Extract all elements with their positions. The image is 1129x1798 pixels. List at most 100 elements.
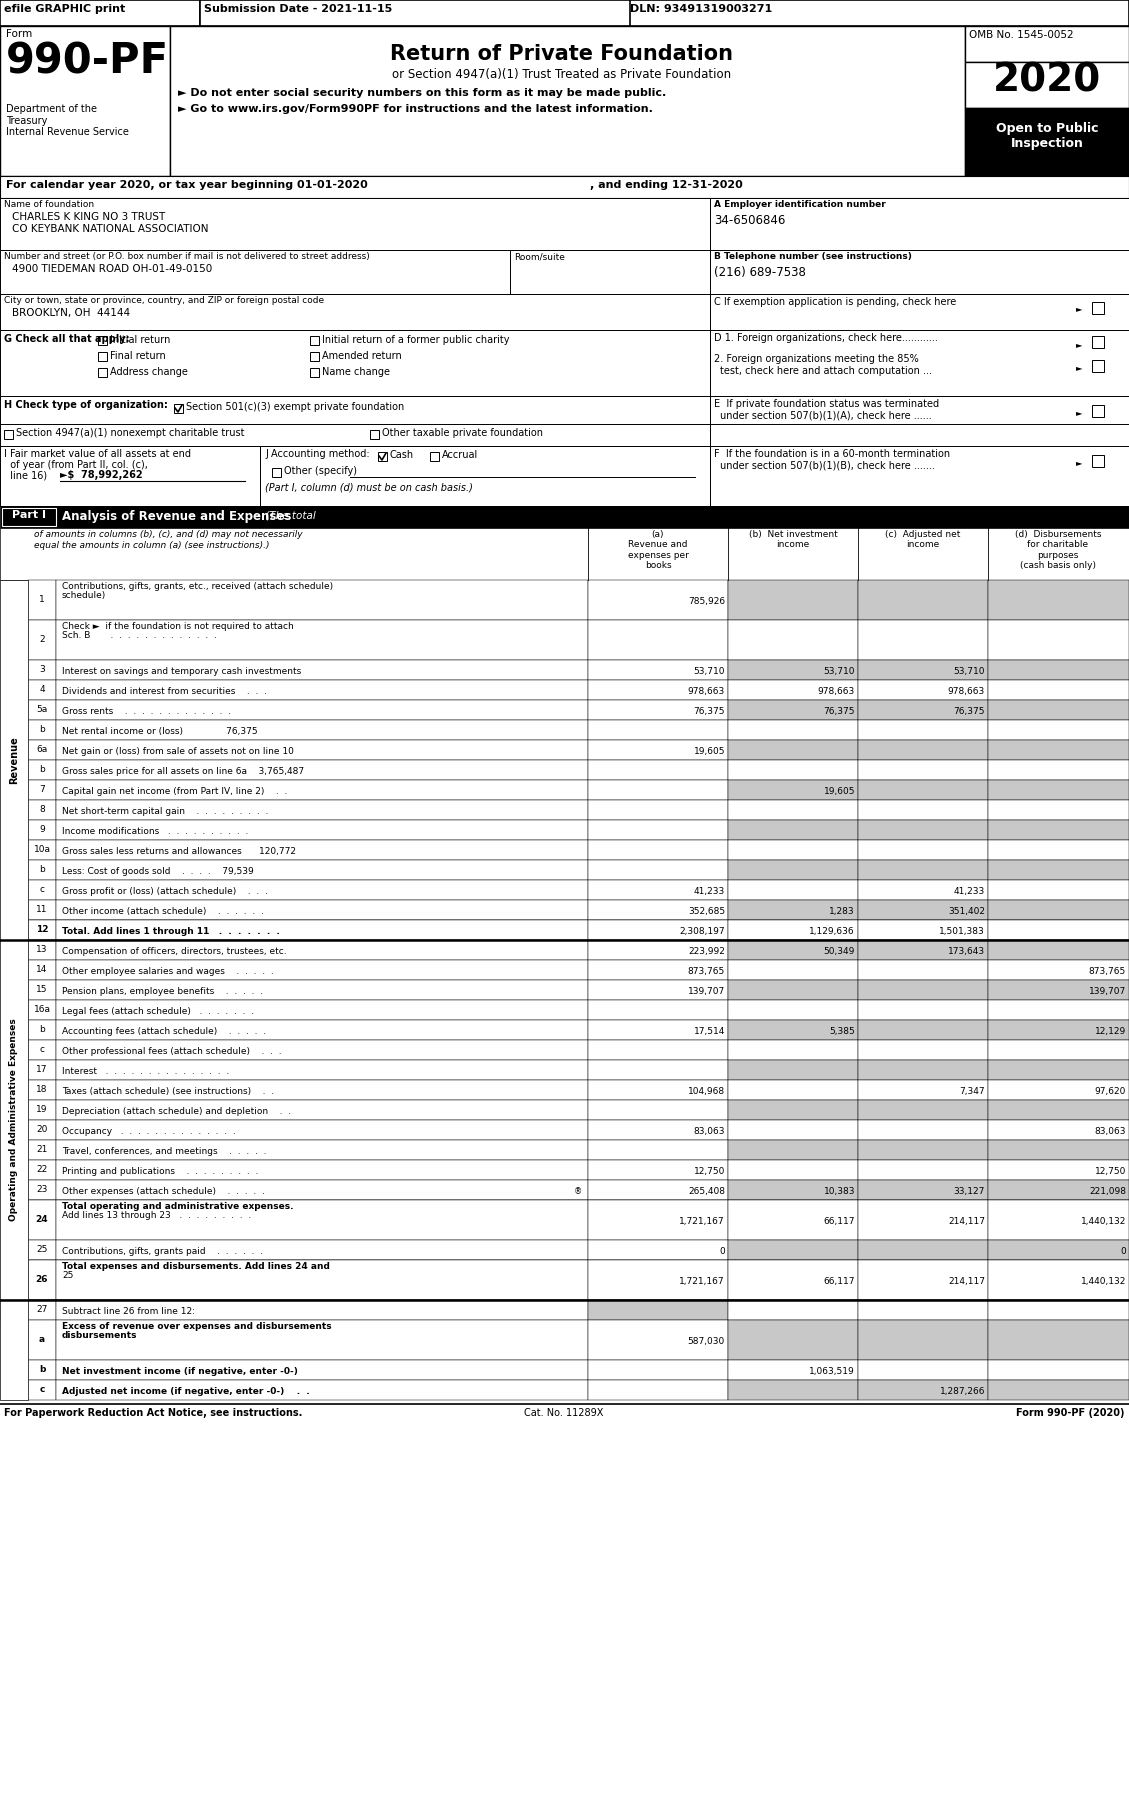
Text: 4900 TIEDEMAN ROAD OH-01-49-0150: 4900 TIEDEMAN ROAD OH-01-49-0150 bbox=[12, 264, 212, 273]
Bar bbox=[56, 1160, 588, 1179]
Bar bbox=[28, 1359, 56, 1381]
Bar bbox=[858, 1381, 988, 1401]
Text: 352,685: 352,685 bbox=[688, 906, 725, 915]
Bar bbox=[430, 451, 439, 460]
Text: Net gain or (loss) from sale of assets not on line 10: Net gain or (loss) from sale of assets n… bbox=[62, 746, 294, 755]
Bar bbox=[56, 800, 588, 820]
Text: 1,440,132: 1,440,132 bbox=[1080, 1217, 1126, 1226]
Bar bbox=[858, 660, 988, 680]
Bar bbox=[28, 620, 56, 660]
Text: 76,375: 76,375 bbox=[823, 707, 855, 716]
Bar bbox=[28, 980, 56, 1000]
Bar bbox=[858, 1199, 988, 1241]
Bar bbox=[56, 1039, 588, 1061]
Bar bbox=[728, 1199, 858, 1241]
Bar bbox=[588, 1300, 728, 1320]
Bar bbox=[588, 1199, 728, 1241]
Text: Other employee salaries and wages    .  .  .  .  .: Other employee salaries and wages . . . … bbox=[62, 967, 273, 976]
Text: 12,750: 12,750 bbox=[693, 1167, 725, 1176]
Bar bbox=[988, 921, 1129, 940]
Bar bbox=[28, 1000, 56, 1019]
Bar bbox=[728, 699, 858, 719]
Bar bbox=[988, 1081, 1129, 1100]
Bar bbox=[988, 1061, 1129, 1081]
Bar bbox=[588, 1019, 728, 1039]
Text: Excess of revenue over expenses and disbursements: Excess of revenue over expenses and disb… bbox=[62, 1322, 332, 1331]
Bar bbox=[28, 921, 1129, 940]
Bar bbox=[56, 1100, 588, 1120]
Bar bbox=[728, 780, 858, 800]
Text: Amended return: Amended return bbox=[322, 351, 402, 361]
Bar bbox=[588, 921, 728, 940]
Bar bbox=[728, 901, 858, 921]
Bar bbox=[28, 660, 56, 680]
Bar bbox=[56, 1061, 588, 1081]
Bar bbox=[858, 800, 988, 820]
Text: 1,721,167: 1,721,167 bbox=[680, 1217, 725, 1226]
Text: 214,117: 214,117 bbox=[948, 1277, 984, 1286]
Text: CHARLES K KING NO 3 TRUST: CHARLES K KING NO 3 TRUST bbox=[12, 212, 165, 221]
Bar bbox=[588, 780, 728, 800]
Bar bbox=[588, 1359, 728, 1381]
Text: 978,663: 978,663 bbox=[817, 687, 855, 696]
Bar bbox=[988, 1179, 1129, 1199]
Bar bbox=[988, 741, 1129, 761]
Bar bbox=[988, 699, 1129, 719]
Bar bbox=[858, 1000, 988, 1019]
Text: 97,620: 97,620 bbox=[1095, 1088, 1126, 1097]
Bar bbox=[588, 1179, 728, 1199]
Text: under section 507(b)(1)(A), check here ......: under section 507(b)(1)(A), check here .… bbox=[720, 410, 931, 421]
Bar bbox=[588, 680, 728, 699]
Bar bbox=[98, 336, 107, 345]
Text: 34-6506846: 34-6506846 bbox=[714, 214, 786, 227]
Text: of year (from Part II, col. (c),: of year (from Part II, col. (c), bbox=[5, 460, 148, 469]
Text: Other income (attach schedule)    .  .  .  .  .  .: Other income (attach schedule) . . . . .… bbox=[62, 906, 264, 915]
Text: 2: 2 bbox=[40, 635, 45, 644]
Text: 27: 27 bbox=[36, 1305, 47, 1314]
Text: 1,063,519: 1,063,519 bbox=[809, 1366, 855, 1375]
Bar bbox=[56, 741, 588, 761]
Text: 3: 3 bbox=[40, 665, 45, 674]
Text: Check ►  if the foundation is not required to attach: Check ► if the foundation is not require… bbox=[62, 622, 294, 631]
Bar bbox=[5, 430, 14, 439]
Bar bbox=[858, 859, 988, 879]
Bar bbox=[28, 1381, 56, 1401]
Bar bbox=[858, 1241, 988, 1260]
Text: 139,707: 139,707 bbox=[1088, 987, 1126, 996]
Bar bbox=[728, 921, 858, 940]
Text: 19,605: 19,605 bbox=[823, 788, 855, 797]
Text: 104,968: 104,968 bbox=[688, 1088, 725, 1097]
Bar bbox=[28, 1061, 56, 1081]
Bar bbox=[858, 1260, 988, 1300]
Bar bbox=[988, 780, 1129, 800]
Text: 33,127: 33,127 bbox=[954, 1187, 984, 1196]
Bar bbox=[858, 1061, 988, 1081]
Text: 12,750: 12,750 bbox=[1095, 1167, 1126, 1176]
Text: 4: 4 bbox=[40, 685, 45, 694]
Bar bbox=[56, 960, 588, 980]
Bar bbox=[728, 620, 858, 660]
Bar bbox=[988, 620, 1129, 660]
Text: 214,117: 214,117 bbox=[948, 1217, 984, 1226]
Bar bbox=[56, 1081, 588, 1100]
Text: C If exemption application is pending, check here: C If exemption application is pending, c… bbox=[714, 297, 956, 307]
Bar bbox=[858, 980, 988, 1000]
Bar bbox=[988, 940, 1129, 960]
Bar bbox=[858, 1359, 988, 1381]
Bar bbox=[728, 1019, 858, 1039]
Text: (d)  Disbursements
for charitable
purposes
(cash basis only): (d) Disbursements for charitable purpose… bbox=[1015, 530, 1101, 570]
Text: G Check all that apply:: G Check all that apply: bbox=[5, 334, 130, 343]
Bar bbox=[988, 840, 1129, 859]
Bar bbox=[858, 780, 988, 800]
Bar bbox=[310, 352, 320, 361]
Bar bbox=[728, 1359, 858, 1381]
Bar bbox=[710, 295, 1129, 331]
Bar bbox=[588, 940, 728, 960]
Text: 785,926: 785,926 bbox=[688, 597, 725, 606]
Text: 53,710: 53,710 bbox=[823, 667, 855, 676]
Bar bbox=[0, 198, 710, 250]
Bar bbox=[28, 1140, 56, 1160]
Bar bbox=[858, 699, 988, 719]
Text: 15: 15 bbox=[36, 985, 47, 994]
Bar bbox=[174, 405, 183, 414]
